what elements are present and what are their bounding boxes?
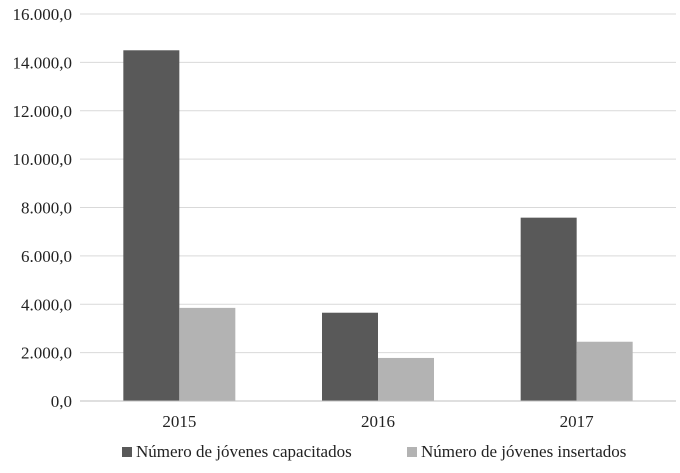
legend-swatch (407, 447, 417, 457)
bar-insertados-2017 (576, 341, 633, 401)
bar-insertados-2016 (378, 357, 434, 401)
y-tick-label: 10.000,0 (13, 150, 73, 169)
y-tick-label: 4.000,0 (21, 295, 72, 314)
legend: Número de jóvenes capacitados Número de j… (122, 442, 626, 461)
bar-capacitados-2015 (123, 50, 180, 401)
y-tick-label: 2.000,0 (21, 344, 72, 363)
x-tick-label: 2016 (361, 412, 395, 431)
y-axis-tick-labels: 0,0 2.000,0 4.000,0 6.000,0 8.000,0 10.000,0 1… (13, 5, 73, 411)
x-tick-label: 2017 (560, 412, 595, 431)
y-tick-label: 16.000,0 (13, 5, 73, 24)
x-axis-tick-labels: 2015 2016 2017 (162, 412, 594, 431)
bar-capacitados-2017 (520, 217, 577, 401)
y-tick-label: 6.000,0 (21, 247, 72, 266)
bars (123, 50, 633, 401)
y-tick-label: 14.000,0 (13, 53, 73, 72)
y-tick-label: 0,0 (51, 392, 72, 411)
y-tick-label: 8.000,0 (21, 199, 72, 218)
legend-label: Número de jóvenes insertados (421, 442, 626, 461)
bar-insertados-2015 (179, 307, 236, 401)
legend-label: Número de jóvenes capacitados (136, 442, 352, 461)
bar-capacitados-2016 (322, 312, 378, 401)
legend-swatch (122, 447, 132, 457)
x-tick-label: 2015 (162, 412, 196, 431)
y-tick-label: 12.000,0 (13, 102, 73, 121)
